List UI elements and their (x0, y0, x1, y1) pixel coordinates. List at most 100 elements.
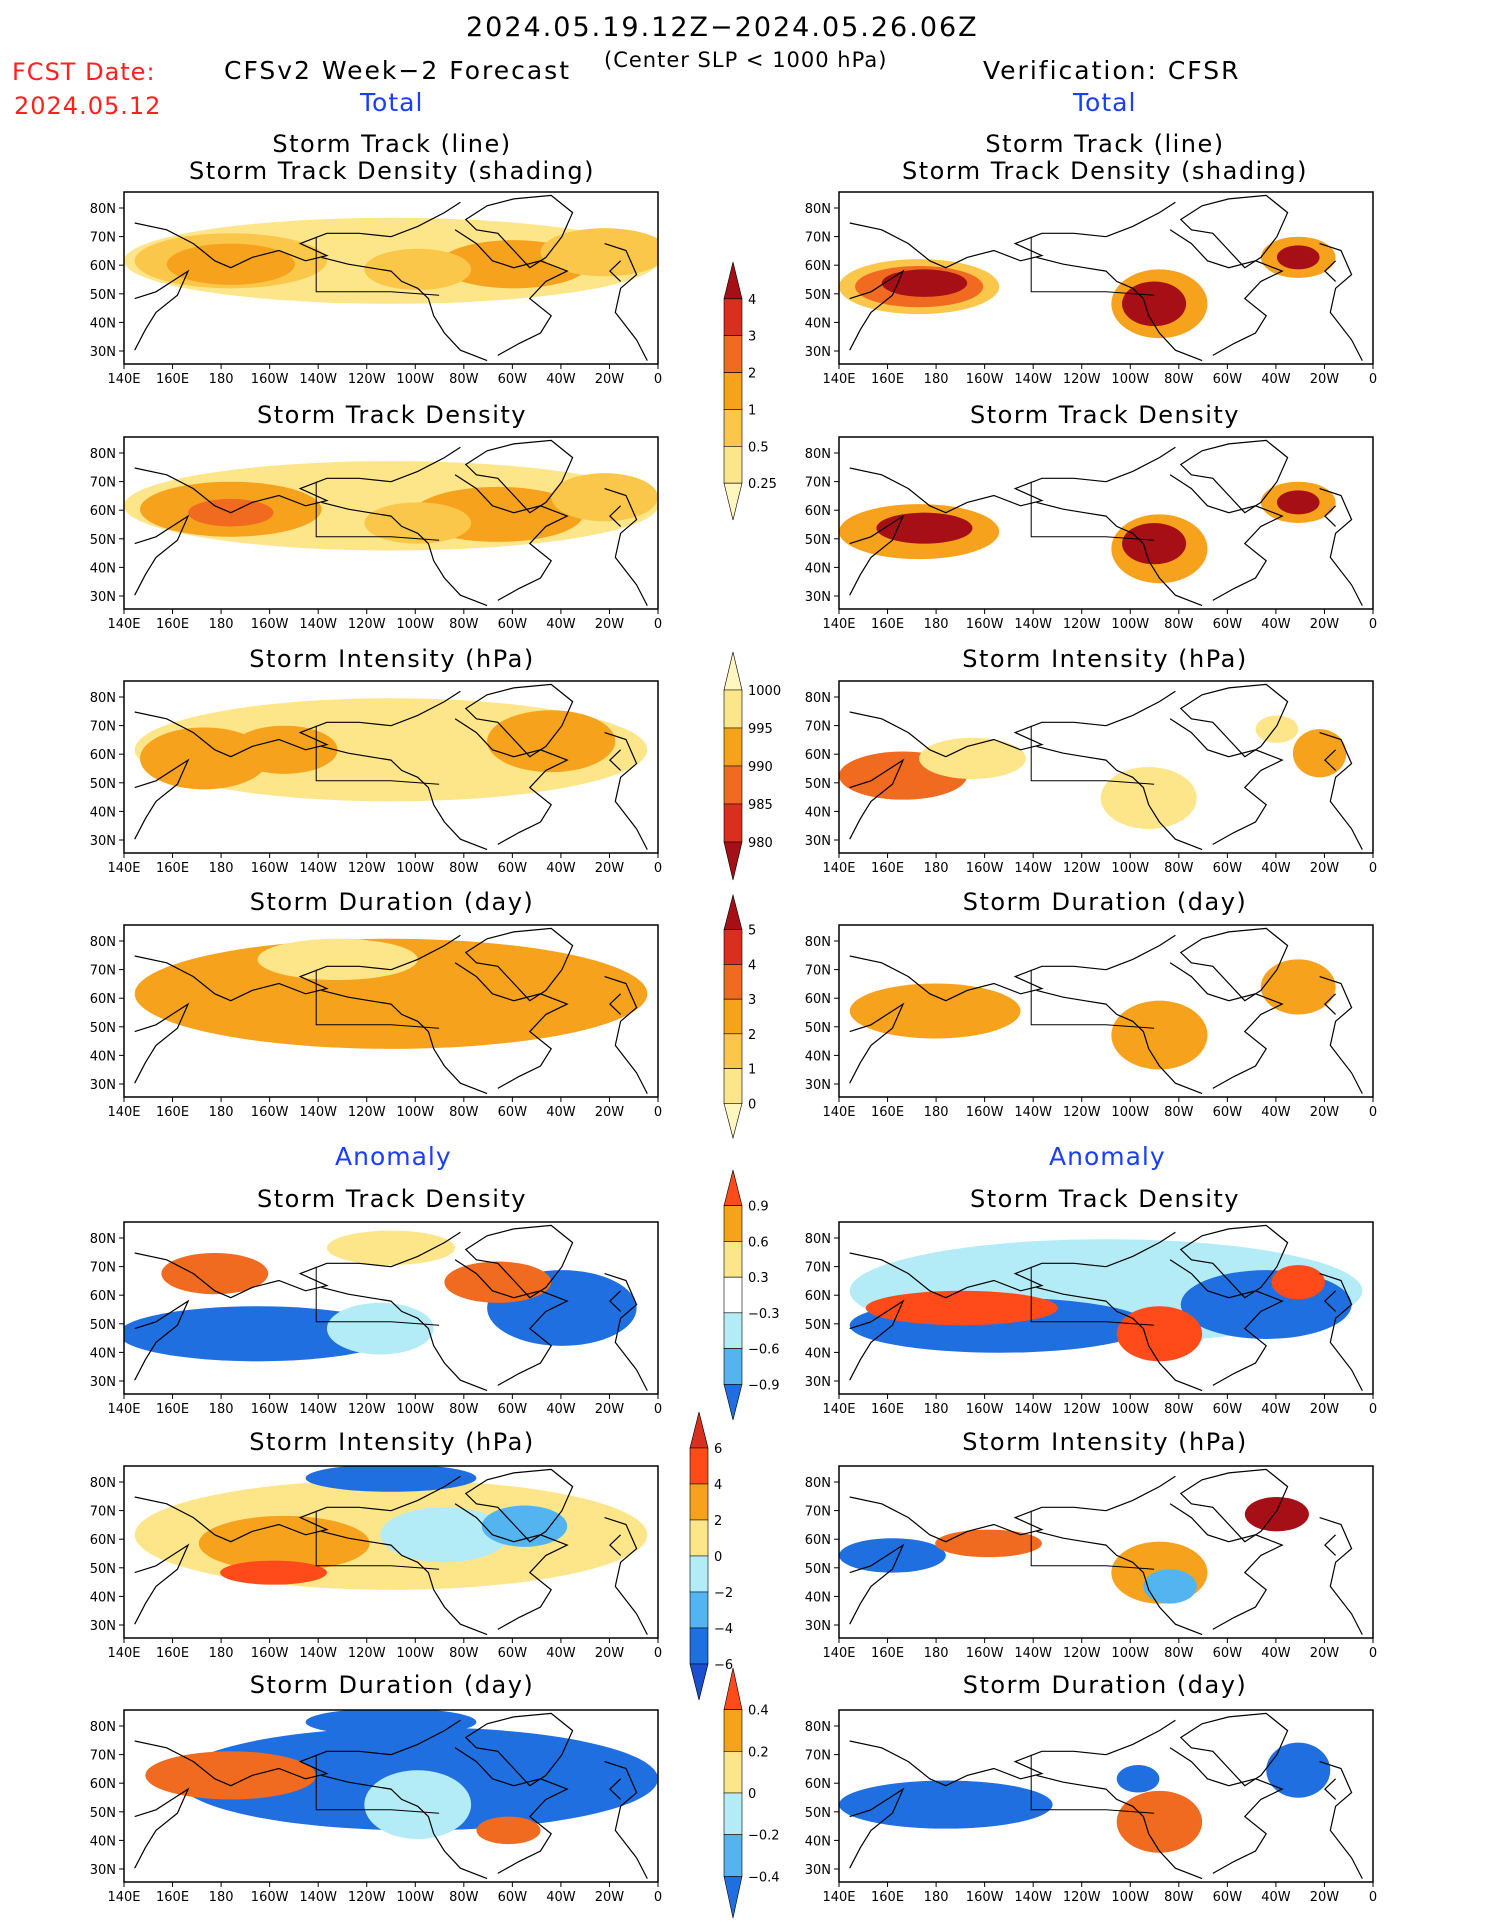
panel-title-l7: Storm Duration (day) (249, 1671, 535, 1699)
lon-label-l1-4: 140W (299, 372, 337, 387)
colorbar-intensity_total-seg-1 (723, 689, 743, 729)
lon-label-l4-6: 100W (396, 1105, 434, 1120)
lon-label-l2-11: 0 (654, 617, 662, 632)
colorbar-duration_anom-seg-3 (723, 1792, 743, 1835)
panel-title-r3: Storm Intensity (hPa) (962, 645, 1248, 673)
lon-label-r2-6: 100W (1111, 617, 1149, 632)
lon-label-r1-2: 180 (924, 372, 949, 387)
coastline-l2-4 (464, 439, 574, 514)
colorbar-density_anom-label-0: 0.9 (748, 1200, 769, 1215)
coastline-r3-2 (1036, 745, 1203, 851)
lon-label-l6-9: 40W (546, 1646, 576, 1661)
colorbar-intensity_anom-seg-3 (689, 1519, 709, 1557)
panel-frame-r2 (838, 436, 1374, 610)
colorbar-density_total-label-5: 0.25 (748, 477, 777, 492)
colorbar-intensity_total-label-3: 985 (748, 798, 773, 813)
lon-label-r6-8: 60W (1213, 1646, 1243, 1661)
lon-label-r3-10: 20W (1310, 861, 1340, 876)
colorbar-density_total-label-3: 1 (748, 403, 756, 418)
colorbar-density_anom-seg-5 (723, 1348, 743, 1385)
shading-l5-4 (326, 1230, 456, 1265)
lon-label-l6-3: 160W (251, 1646, 289, 1661)
shading-r6-3 (1143, 1569, 1197, 1604)
lat-label-l4-4: 40N (90, 1049, 116, 1064)
lon-label-l6-5: 120W (348, 1646, 386, 1661)
coastline-r3-5 (1319, 732, 1363, 850)
coastline-l6-3 (454, 1503, 569, 1630)
coastline-l3-7 (390, 690, 461, 727)
coastline-l6-5 (604, 1517, 648, 1635)
colorbar-duration_total-seg-3 (723, 998, 743, 1035)
lon-label-r3-4: 140W (1014, 861, 1052, 876)
coastline-r6-3 (1169, 1503, 1284, 1630)
coastline-l5-4 (464, 1224, 574, 1299)
colorbar-intensity_anom-label-1: 4 (714, 1478, 722, 1493)
lon-label-r6-0: 140E (822, 1646, 855, 1661)
colorbar-density_total-seg-2 (723, 335, 743, 373)
coastline-r5-3 (1169, 1259, 1284, 1386)
lat-label-l1-2: 60N (90, 259, 116, 274)
lon-label-r1-11: 0 (1369, 372, 1377, 387)
coastline-l7-0 (134, 1740, 392, 1787)
lat-label-r6-0: 80N (805, 1476, 831, 1491)
lat-label-r7-1: 70N (805, 1749, 831, 1764)
coastline-l6-7 (390, 1475, 461, 1512)
lon-label-l2-3: 160W (251, 617, 289, 632)
panel-title-r7: Storm Duration (day) (962, 1671, 1248, 1699)
colorbar-intensity_anom-seg-4 (689, 1555, 709, 1593)
panel-title-r4: Storm Duration (day) (962, 888, 1248, 916)
lon-label-l1-11: 0 (654, 372, 662, 387)
colorbar-duration_total-label-5: 0 (748, 1097, 756, 1112)
panel-frame-l1 (123, 191, 659, 365)
coastline-r4-5 (1319, 976, 1363, 1094)
forecast-period: 2024.05.19.12Z−2024.05.26.06Z (466, 12, 979, 43)
lon-label-l5-1: 160E (156, 1402, 189, 1417)
coastline-r7-1 (849, 1787, 905, 1869)
lon-label-r5-1: 160E (871, 1402, 904, 1417)
colorbar-density_total-seg-5 (723, 445, 743, 484)
lon-label-l1-9: 40W (546, 372, 576, 387)
lon-label-l1-8: 60W (498, 372, 528, 387)
coastline-l5-7 (390, 1231, 461, 1268)
lat-label-r2-3: 50N (805, 533, 831, 548)
panel-frame-l4 (123, 924, 659, 1098)
lat-label-l3-1: 70N (90, 720, 116, 735)
lat-label-l4-2: 60N (90, 992, 116, 1007)
lat-label-l5-1: 70N (90, 1261, 116, 1276)
lon-label-l5-8: 60W (498, 1402, 528, 1417)
colorbar-intensity_total-label-2: 990 (748, 760, 773, 775)
fcst-date-value: 2024.05.12 (14, 92, 162, 120)
panel-frame-r1 (838, 191, 1374, 365)
section-total-right: Total (1073, 88, 1137, 117)
lon-label-l2-8: 60W (498, 617, 528, 632)
coastline-r3-7 (1105, 690, 1176, 727)
lon-label-r3-1: 160E (871, 861, 904, 876)
coastline-l7-3 (454, 1747, 569, 1874)
lon-label-r7-3: 160W (966, 1890, 1004, 1905)
lon-label-l7-10: 20W (595, 1890, 625, 1905)
lon-label-l5-3: 160W (251, 1402, 289, 1417)
shading-l2-5 (551, 473, 658, 522)
lon-label-r4-6: 100W (1111, 1105, 1149, 1120)
coastline-r7-5 (1319, 1761, 1363, 1879)
lat-label-l2-4: 40N (90, 561, 116, 576)
panel-frame-l5 (123, 1221, 659, 1395)
lon-label-r4-11: 0 (1369, 1105, 1377, 1120)
coastline-l2-7 (390, 446, 461, 483)
lat-label-l5-2: 60N (90, 1289, 116, 1304)
lon-label-r1-3: 160W (966, 372, 1004, 387)
lon-label-l2-0: 140E (107, 617, 140, 632)
coastline-r3-1 (849, 758, 905, 840)
lon-label-r7-10: 20W (1310, 1890, 1340, 1905)
shading-r5-3 (865, 1290, 1058, 1326)
panel-title-r1b: Storm Track Density (shading) (901, 157, 1309, 185)
coastline-l4-5 (604, 976, 648, 1094)
coastline-r7-6 (1324, 1778, 1337, 1800)
panel-title-l2: Storm Track Density (257, 401, 527, 429)
lat-label-l7-4: 40N (90, 1834, 116, 1849)
lon-label-l2-1: 160E (156, 617, 189, 632)
lon-label-r1-6: 100W (1111, 372, 1149, 387)
lon-label-l3-1: 160E (156, 861, 189, 876)
panel-title-l1b: Storm Track Density (shading) (188, 157, 596, 185)
panel-frame-r6 (838, 1465, 1374, 1639)
